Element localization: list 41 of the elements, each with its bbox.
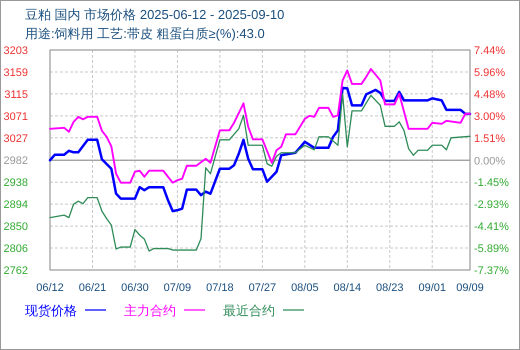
x-tick-label: 07/27: [248, 282, 276, 294]
y2-tick-label: -5.89%: [474, 243, 510, 256]
y-tick-label: 2762: [4, 265, 28, 277]
y2-tick-label: -1.45%: [474, 177, 510, 190]
x-tick-label: 08/05: [291, 282, 319, 294]
x-tick-label: 08/23: [376, 282, 404, 294]
y-tick-label: 3027: [4, 132, 28, 145]
y-tick-label: 2938: [4, 177, 28, 190]
y2-tick-label: 1.51%: [474, 133, 506, 146]
line-series: [48, 86, 472, 212]
x-tick-label: 07/18: [206, 282, 234, 294]
y-tick-label: 3203: [4, 45, 28, 57]
x-tick-label: 06/30: [121, 282, 149, 294]
y2-tick-label: 7.44%: [474, 45, 506, 57]
y-tick-label: 3115: [4, 88, 28, 101]
legend-label: 现货价格: [25, 303, 77, 318]
chart-subtitle: 用途:饲料用 工艺:带皮 粗蛋白质≥(%):43.0: [25, 26, 265, 41]
x-tick-label: 09/09: [456, 282, 484, 294]
y-tick-label: 3159: [4, 66, 28, 79]
legend-label: 主力合约: [124, 303, 176, 318]
y2-tick-label: 4.48%: [474, 88, 506, 101]
y-tick-label: 3071: [4, 110, 28, 123]
y-tick-label: 2850: [4, 221, 28, 234]
y-tick-label: 2806: [4, 243, 28, 256]
y2-tick-label: 3.00%: [474, 110, 506, 123]
y-tick-label: 2982: [4, 155, 28, 168]
y2-tick-label: -7.37%: [474, 265, 510, 277]
x-tick-label: 08/14: [334, 282, 362, 294]
line-series: [49, 93, 471, 252]
legend-label: 最近合约: [223, 303, 275, 318]
chart-title: 豆粕 国内 市场价格 2025-06-12 - 2025-09-10: [25, 7, 284, 22]
y2-tick-label: 0.00%: [474, 156, 506, 168]
x-tick-label: 06/21: [78, 282, 106, 294]
x-tick-label: 07/09: [164, 282, 192, 294]
y-tick-label: 2894: [4, 199, 28, 212]
y2-tick-label: 5.96%: [474, 66, 506, 79]
x-tick-label: 06/12: [36, 282, 64, 294]
y2-tick-label: -2.93%: [474, 199, 510, 212]
line-series: [49, 68, 471, 184]
y2-tick-label: -4.41%: [474, 221, 510, 234]
x-tick-label: 09/01: [418, 282, 446, 294]
